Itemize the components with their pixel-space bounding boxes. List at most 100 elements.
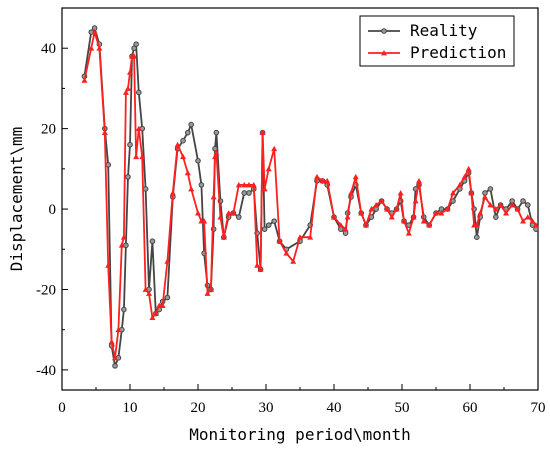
data-point-triangle — [265, 165, 272, 172]
data-point-triangle — [401, 218, 408, 224]
data-point-circle — [241, 190, 248, 196]
legend: Reality Prediction — [359, 15, 515, 67]
data-point-triangle — [146, 290, 153, 296]
data-point-triangle — [473, 222, 480, 228]
data-point-circle — [198, 182, 205, 188]
data-point-triangle — [509, 202, 516, 208]
axis-ticks: 0 10 20 30 40 50 60 70 -40 -20 0 20 40 — [36, 41, 546, 416]
data-point-triangle — [481, 193, 488, 200]
data-point-circle — [142, 186, 149, 192]
data-point-triangle — [124, 85, 131, 91]
legend-item-prediction: Prediction — [368, 43, 506, 62]
data-point-circle — [121, 306, 127, 313]
data-point-circle — [265, 222, 272, 228]
data-point-triangle — [497, 202, 504, 208]
data-point-circle — [246, 190, 252, 196]
data-point-triangle — [142, 286, 149, 292]
y-axis-title: Displacement\mm — [7, 127, 26, 272]
data-point-triangle — [283, 250, 290, 256]
series-line — [83, 31, 537, 359]
data-point-triangle — [444, 206, 451, 212]
data-point-triangle — [164, 258, 171, 264]
data-point-triangle — [468, 189, 475, 196]
data-point-triangle — [314, 173, 320, 180]
data-point-triangle — [115, 326, 122, 333]
data-point-triangle — [378, 198, 385, 204]
data-point-triangle — [159, 302, 166, 308]
data-point-triangle — [259, 129, 266, 136]
data-point-circle — [271, 218, 277, 224]
data-point-circle — [127, 141, 133, 148]
data-point-triangle — [412, 198, 419, 204]
data-point-triangle — [246, 181, 252, 188]
data-point-triangle — [88, 45, 95, 51]
data-point-triangle — [225, 210, 232, 216]
data-point-triangle — [456, 181, 463, 188]
data-point-triangle — [91, 29, 98, 35]
data-point-triangle — [487, 202, 494, 208]
data-point-circle — [213, 129, 220, 136]
data-point-circle — [474, 234, 480, 240]
data-point-circle — [185, 129, 191, 136]
data-point-triangle — [410, 214, 417, 220]
y-tick-label: 40 — [41, 41, 56, 57]
x-tick-label: 50 — [395, 400, 410, 416]
data-point-triangle — [127, 69, 133, 75]
data-point-circle — [520, 198, 526, 204]
data-point-triangle — [220, 234, 227, 240]
data-point-triangle — [358, 210, 365, 216]
x-axis-title: Monitoring period\month — [189, 425, 411, 444]
data-point-triangle — [337, 222, 344, 228]
x-tick-label: 0 — [58, 400, 66, 416]
x-tick-label: 60 — [463, 400, 478, 416]
data-point-triangle — [195, 210, 201, 216]
data-point-triangle — [331, 214, 337, 220]
legend-label: Prediction — [410, 43, 506, 62]
legend-label: Reality — [410, 21, 478, 40]
data-point-triangle — [201, 218, 208, 224]
data-point-triangle — [261, 185, 268, 192]
data-point-circle — [105, 162, 112, 168]
data-point-circle — [123, 242, 129, 249]
data-point-triangle — [524, 214, 531, 220]
data-point-triangle — [250, 181, 257, 188]
data-point-triangle — [81, 77, 88, 83]
data-point-triangle — [112, 354, 119, 361]
data-point-triangle — [342, 226, 349, 232]
data-point-triangle — [149, 314, 156, 321]
data-point-triangle — [405, 230, 412, 236]
data-point-triangle — [450, 189, 456, 196]
data-point-triangle — [307, 234, 314, 240]
data-point-circle — [487, 186, 494, 192]
data-point-triangle — [184, 169, 191, 176]
data-point-triangle — [348, 189, 354, 196]
data-point-triangle — [438, 210, 445, 216]
data-point-triangle — [212, 153, 218, 160]
data-point-circle — [261, 226, 268, 232]
data-point-circle — [112, 363, 118, 369]
x-tick-label: 70 — [531, 400, 546, 416]
data-point-triangle — [210, 193, 217, 200]
legend-box — [359, 15, 515, 67]
data-point-triangle — [101, 129, 108, 136]
data-point-triangle — [235, 181, 242, 188]
data-point-circle — [149, 238, 156, 245]
data-point-triangle — [344, 214, 351, 220]
y-tick-label: -40 — [36, 363, 56, 379]
series-prediction — [81, 29, 539, 361]
data-point-triangle — [96, 45, 103, 51]
data-point-triangle — [461, 173, 468, 180]
data-point-triangle — [393, 206, 400, 212]
data-point-triangle — [520, 218, 527, 224]
data-point-triangle — [174, 141, 181, 148]
data-point-triangle — [108, 338, 115, 345]
data-point-triangle — [180, 153, 187, 160]
x-tick-label: 30 — [259, 400, 274, 416]
data-point-triangle — [433, 210, 439, 216]
data-point-triangle — [257, 266, 264, 272]
data-point-triangle — [503, 210, 510, 216]
x-tick-label: 40 — [327, 400, 342, 416]
data-point-triangle — [319, 177, 326, 184]
data-point-triangle — [529, 218, 536, 224]
